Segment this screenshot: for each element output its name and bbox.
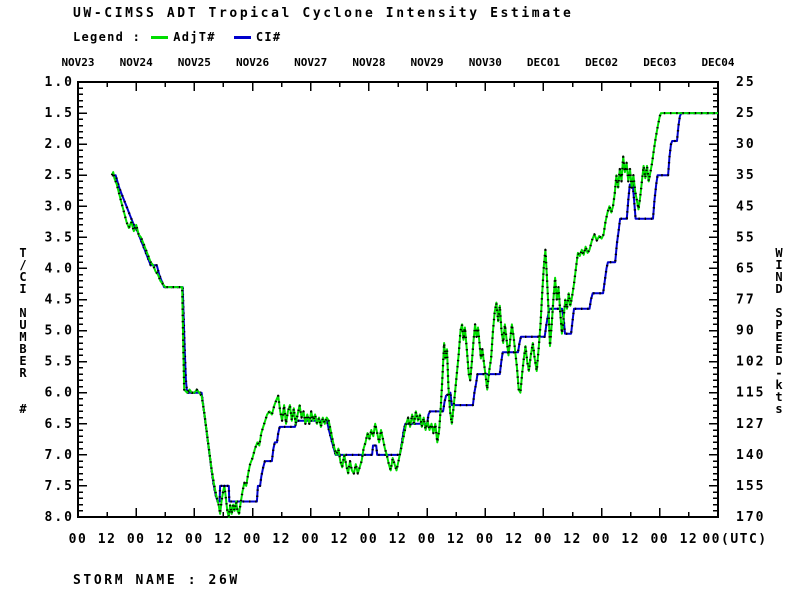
svg-text:4.5: 4.5 — [45, 293, 74, 308]
svg-text:00: 00 — [650, 532, 669, 547]
svg-text:NOV27: NOV27 — [294, 56, 327, 69]
svg-text:170: 170 — [736, 510, 765, 525]
svg-text:00: 00 — [185, 532, 204, 547]
svg-text:6.0: 6.0 — [45, 386, 74, 401]
svg-text:00: 00 — [592, 532, 611, 547]
svg-text:00: 00 — [418, 532, 437, 547]
svg-text:00: 00 — [360, 532, 379, 547]
svg-text:00(UTC): 00(UTC) — [702, 532, 767, 547]
svg-text:3.0: 3.0 — [45, 199, 74, 214]
svg-text:155: 155 — [736, 479, 765, 494]
svg-text:8.0: 8.0 — [45, 510, 74, 525]
legend-label: Legend : — [73, 30, 142, 44]
svg-text:NOV30: NOV30 — [469, 56, 502, 69]
svg-text:35: 35 — [736, 168, 756, 183]
svg-text:DEC01: DEC01 — [527, 56, 560, 69]
svg-text:12: 12 — [621, 532, 640, 547]
ci-line-swatch-icon — [233, 35, 251, 39]
svg-text:DEC02: DEC02 — [585, 56, 618, 69]
svg-text:00: 00 — [127, 532, 146, 547]
svg-text:25: 25 — [736, 106, 756, 121]
svg-text:90: 90 — [736, 324, 756, 339]
svg-text:12: 12 — [214, 532, 233, 547]
page-title: UW-CIMSS ADT Tropical Cyclone Intensity … — [73, 6, 574, 21]
svg-text:2.5: 2.5 — [45, 168, 74, 183]
legend-item-ci: CI# — [255, 30, 282, 44]
legend: Legend : AdjT# CI# — [73, 30, 281, 44]
svg-text:12: 12 — [98, 532, 117, 547]
right-axis-label: W I N D S P E E D - k t s — [775, 246, 783, 416]
svg-text:NOV29: NOV29 — [411, 56, 444, 69]
storm-name: STORM NAME : 26W — [73, 573, 240, 588]
svg-text:7.5: 7.5 — [45, 479, 74, 494]
svg-text:2.0: 2.0 — [45, 137, 74, 152]
svg-text:00: 00 — [243, 532, 262, 547]
svg-text:12: 12 — [680, 532, 699, 547]
svg-text:3.5: 3.5 — [45, 230, 74, 245]
svg-text:NOV28: NOV28 — [352, 56, 385, 69]
svg-text:DEC03: DEC03 — [643, 56, 676, 69]
svg-text:4.0: 4.0 — [45, 261, 74, 276]
adjt-line-swatch-icon — [151, 35, 169, 39]
svg-text:00: 00 — [69, 532, 88, 547]
svg-text:5.5: 5.5 — [45, 355, 74, 370]
svg-text:NOV25: NOV25 — [178, 56, 211, 69]
svg-text:12: 12 — [505, 532, 524, 547]
svg-text:140: 140 — [736, 448, 765, 463]
svg-text:127: 127 — [736, 417, 765, 432]
svg-text:NOV23: NOV23 — [61, 56, 94, 69]
svg-text:12: 12 — [447, 532, 466, 547]
svg-text:12: 12 — [330, 532, 349, 547]
svg-text:25: 25 — [736, 75, 756, 90]
svg-text:00: 00 — [534, 532, 553, 547]
svg-text:1.5: 1.5 — [45, 106, 74, 121]
svg-text:DEC04: DEC04 — [701, 56, 734, 69]
svg-text:NOV26: NOV26 — [236, 56, 269, 69]
svg-text:12: 12 — [272, 532, 291, 547]
svg-text:00: 00 — [476, 532, 495, 547]
svg-text:30: 30 — [736, 137, 756, 152]
svg-text:77: 77 — [736, 293, 756, 308]
svg-text:12: 12 — [156, 532, 175, 547]
svg-text:1.0: 1.0 — [45, 75, 74, 90]
svg-text:6.5: 6.5 — [45, 417, 74, 432]
svg-text:65: 65 — [736, 261, 756, 276]
legend-item-adjt: AdjT# — [173, 30, 216, 44]
svg-text:00: 00 — [301, 532, 320, 547]
svg-text:12: 12 — [389, 532, 408, 547]
svg-text:45: 45 — [736, 199, 756, 214]
svg-text:55: 55 — [736, 230, 756, 245]
svg-text:7.0: 7.0 — [45, 448, 74, 463]
svg-text:102: 102 — [736, 355, 765, 370]
svg-text:115: 115 — [736, 386, 765, 401]
left-axis-label: T / C I N U M B E R # — [19, 246, 27, 416]
svg-text:12: 12 — [563, 532, 582, 547]
svg-text:NOV24: NOV24 — [120, 56, 153, 69]
svg-text:5.0: 5.0 — [45, 324, 74, 339]
